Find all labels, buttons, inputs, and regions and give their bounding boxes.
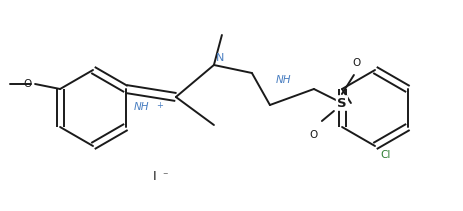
Text: O: O [24, 79, 32, 89]
Text: I: I [153, 169, 157, 183]
Text: ⁻: ⁻ [162, 171, 168, 181]
Text: N: N [216, 53, 224, 63]
Text: O: O [353, 58, 361, 68]
Text: NH: NH [133, 102, 149, 112]
Text: Cl: Cl [380, 150, 390, 160]
Text: O: O [310, 130, 318, 140]
Text: NH: NH [276, 75, 291, 85]
Text: +: + [156, 100, 163, 110]
Text: S: S [337, 96, 347, 110]
